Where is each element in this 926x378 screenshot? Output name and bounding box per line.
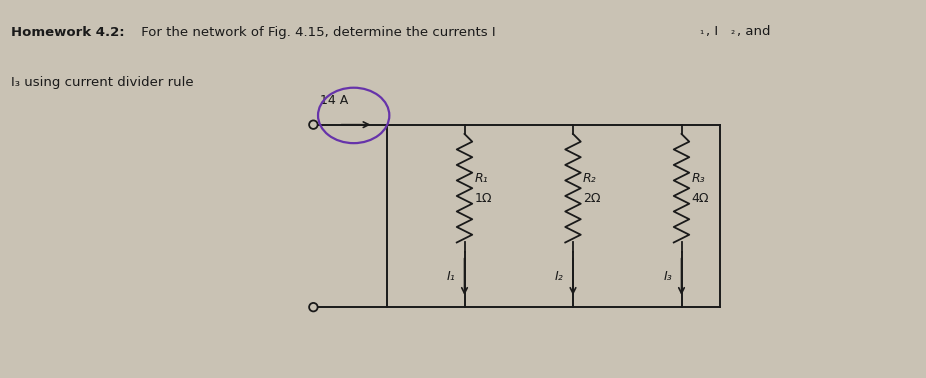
Text: ₁: ₁ xyxy=(699,26,704,36)
Text: 1Ω: 1Ω xyxy=(475,192,492,206)
Circle shape xyxy=(309,121,318,129)
Text: Homework 4.2:: Homework 4.2: xyxy=(11,26,125,39)
Text: R₁: R₁ xyxy=(475,172,488,186)
Text: 4Ω: 4Ω xyxy=(692,192,709,206)
Text: I₂: I₂ xyxy=(555,270,563,283)
Text: I₁: I₁ xyxy=(446,270,455,283)
Text: I₃: I₃ xyxy=(663,270,672,283)
Text: , I: , I xyxy=(706,25,718,37)
Text: For the network of Fig. 4.15, determine the currents I: For the network of Fig. 4.15, determine … xyxy=(137,26,495,39)
Text: ₂: ₂ xyxy=(731,26,734,36)
Text: 2Ω: 2Ω xyxy=(583,192,601,206)
Text: 14 A: 14 A xyxy=(319,93,348,107)
Circle shape xyxy=(309,303,318,311)
Text: R₃: R₃ xyxy=(692,172,706,186)
Text: I₃ using current divider rule: I₃ using current divider rule xyxy=(11,76,194,88)
Text: , and: , and xyxy=(737,25,770,37)
Text: R₂: R₂ xyxy=(583,172,596,186)
